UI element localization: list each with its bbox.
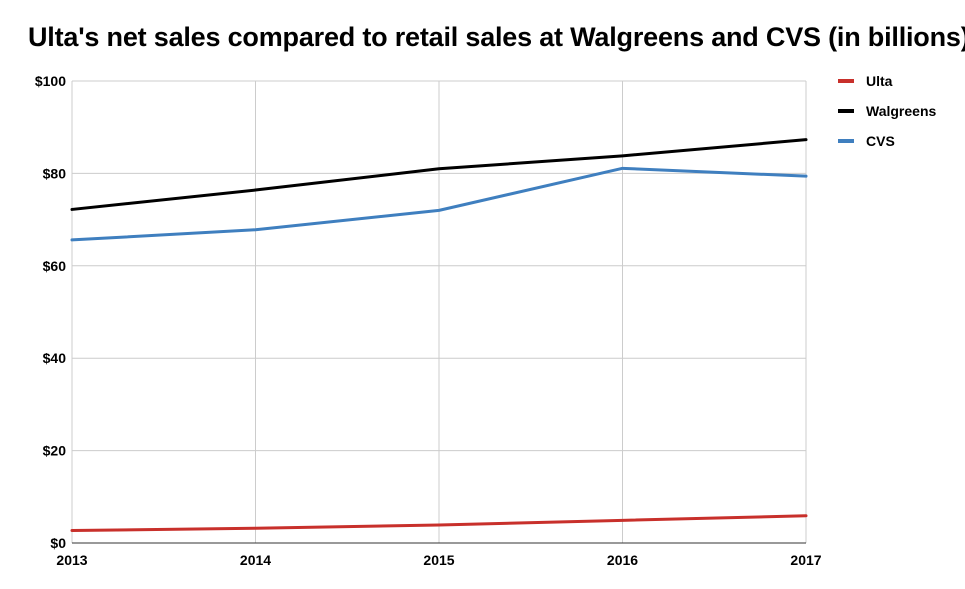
series-lines [70, 138, 808, 533]
legend-swatch-walgreens [838, 109, 854, 113]
legend-label-walgreens: Walgreens [866, 103, 936, 119]
y-tick-label: $40 [43, 350, 67, 366]
legend-swatch-ulta [838, 79, 854, 83]
series-line-walgreens [70, 138, 808, 211]
x-tick-label: 2015 [423, 552, 454, 568]
x-tick-label: 2016 [607, 552, 638, 568]
x-tick-label: 2013 [56, 552, 87, 568]
x-tick-label: 2017 [790, 552, 821, 568]
legend-label-ulta: Ulta [866, 73, 893, 89]
x-axis-ticks: 2013 2014 2015 2016 2017 [56, 552, 821, 568]
y-tick-label: $0 [50, 535, 66, 551]
y-tick-label: $100 [35, 73, 66, 89]
grid-lines [71, 80, 807, 544]
x-tick-label: 2014 [240, 552, 271, 568]
y-tick-label: $60 [43, 258, 67, 274]
series-line-cvs [70, 166, 808, 242]
legend-swatch-cvs [838, 139, 854, 143]
y-axis-ticks: $0 $20 $40 $60 $80 $100 [35, 73, 66, 551]
chart-title: Ulta's net sales compared to retail sale… [28, 22, 965, 52]
y-tick-label: $80 [43, 165, 67, 181]
legend: Ulta Walgreens CVS [838, 73, 936, 149]
series-line-ulta [70, 514, 808, 533]
y-tick-label: $20 [43, 443, 67, 459]
legend-label-cvs: CVS [866, 133, 895, 149]
